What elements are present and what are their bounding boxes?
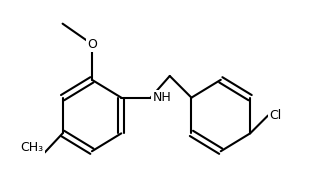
- Text: O: O: [87, 38, 97, 51]
- Text: CH₃: CH₃: [20, 141, 43, 154]
- Text: NH: NH: [153, 91, 171, 104]
- Text: Cl: Cl: [269, 109, 282, 122]
